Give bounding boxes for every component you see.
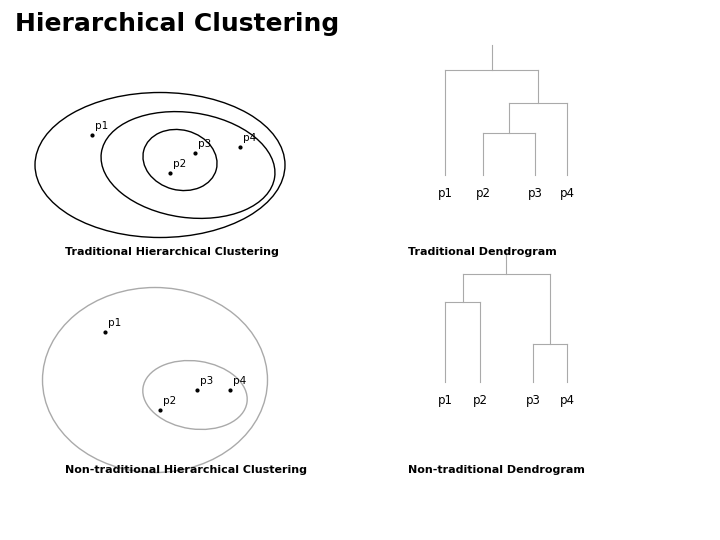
Text: p3: p3 [198, 139, 211, 149]
Text: p1: p1 [438, 394, 452, 407]
Text: p1: p1 [95, 121, 108, 131]
Text: p4: p4 [559, 187, 575, 200]
Text: p2: p2 [472, 394, 487, 407]
Text: Non-traditional Hierarchical Clustering: Non-traditional Hierarchical Clustering [65, 465, 307, 475]
Text: p2: p2 [163, 396, 176, 406]
Text: p1: p1 [108, 318, 121, 328]
Text: p1: p1 [438, 187, 452, 200]
Text: p4: p4 [559, 394, 575, 407]
Text: p4: p4 [233, 376, 246, 386]
Text: p4: p4 [243, 133, 256, 143]
Text: Hierarchical Clustering: Hierarchical Clustering [15, 12, 339, 36]
Text: p3: p3 [528, 187, 542, 200]
Text: Non-traditional Dendrogram: Non-traditional Dendrogram [408, 465, 585, 475]
Text: p3: p3 [526, 394, 541, 407]
Text: Traditional Dendrogram: Traditional Dendrogram [408, 247, 557, 257]
Text: p2: p2 [475, 187, 490, 200]
Text: p2: p2 [173, 159, 186, 169]
Text: Traditional Hierarchical Clustering: Traditional Hierarchical Clustering [65, 247, 279, 257]
Text: p3: p3 [200, 376, 213, 386]
